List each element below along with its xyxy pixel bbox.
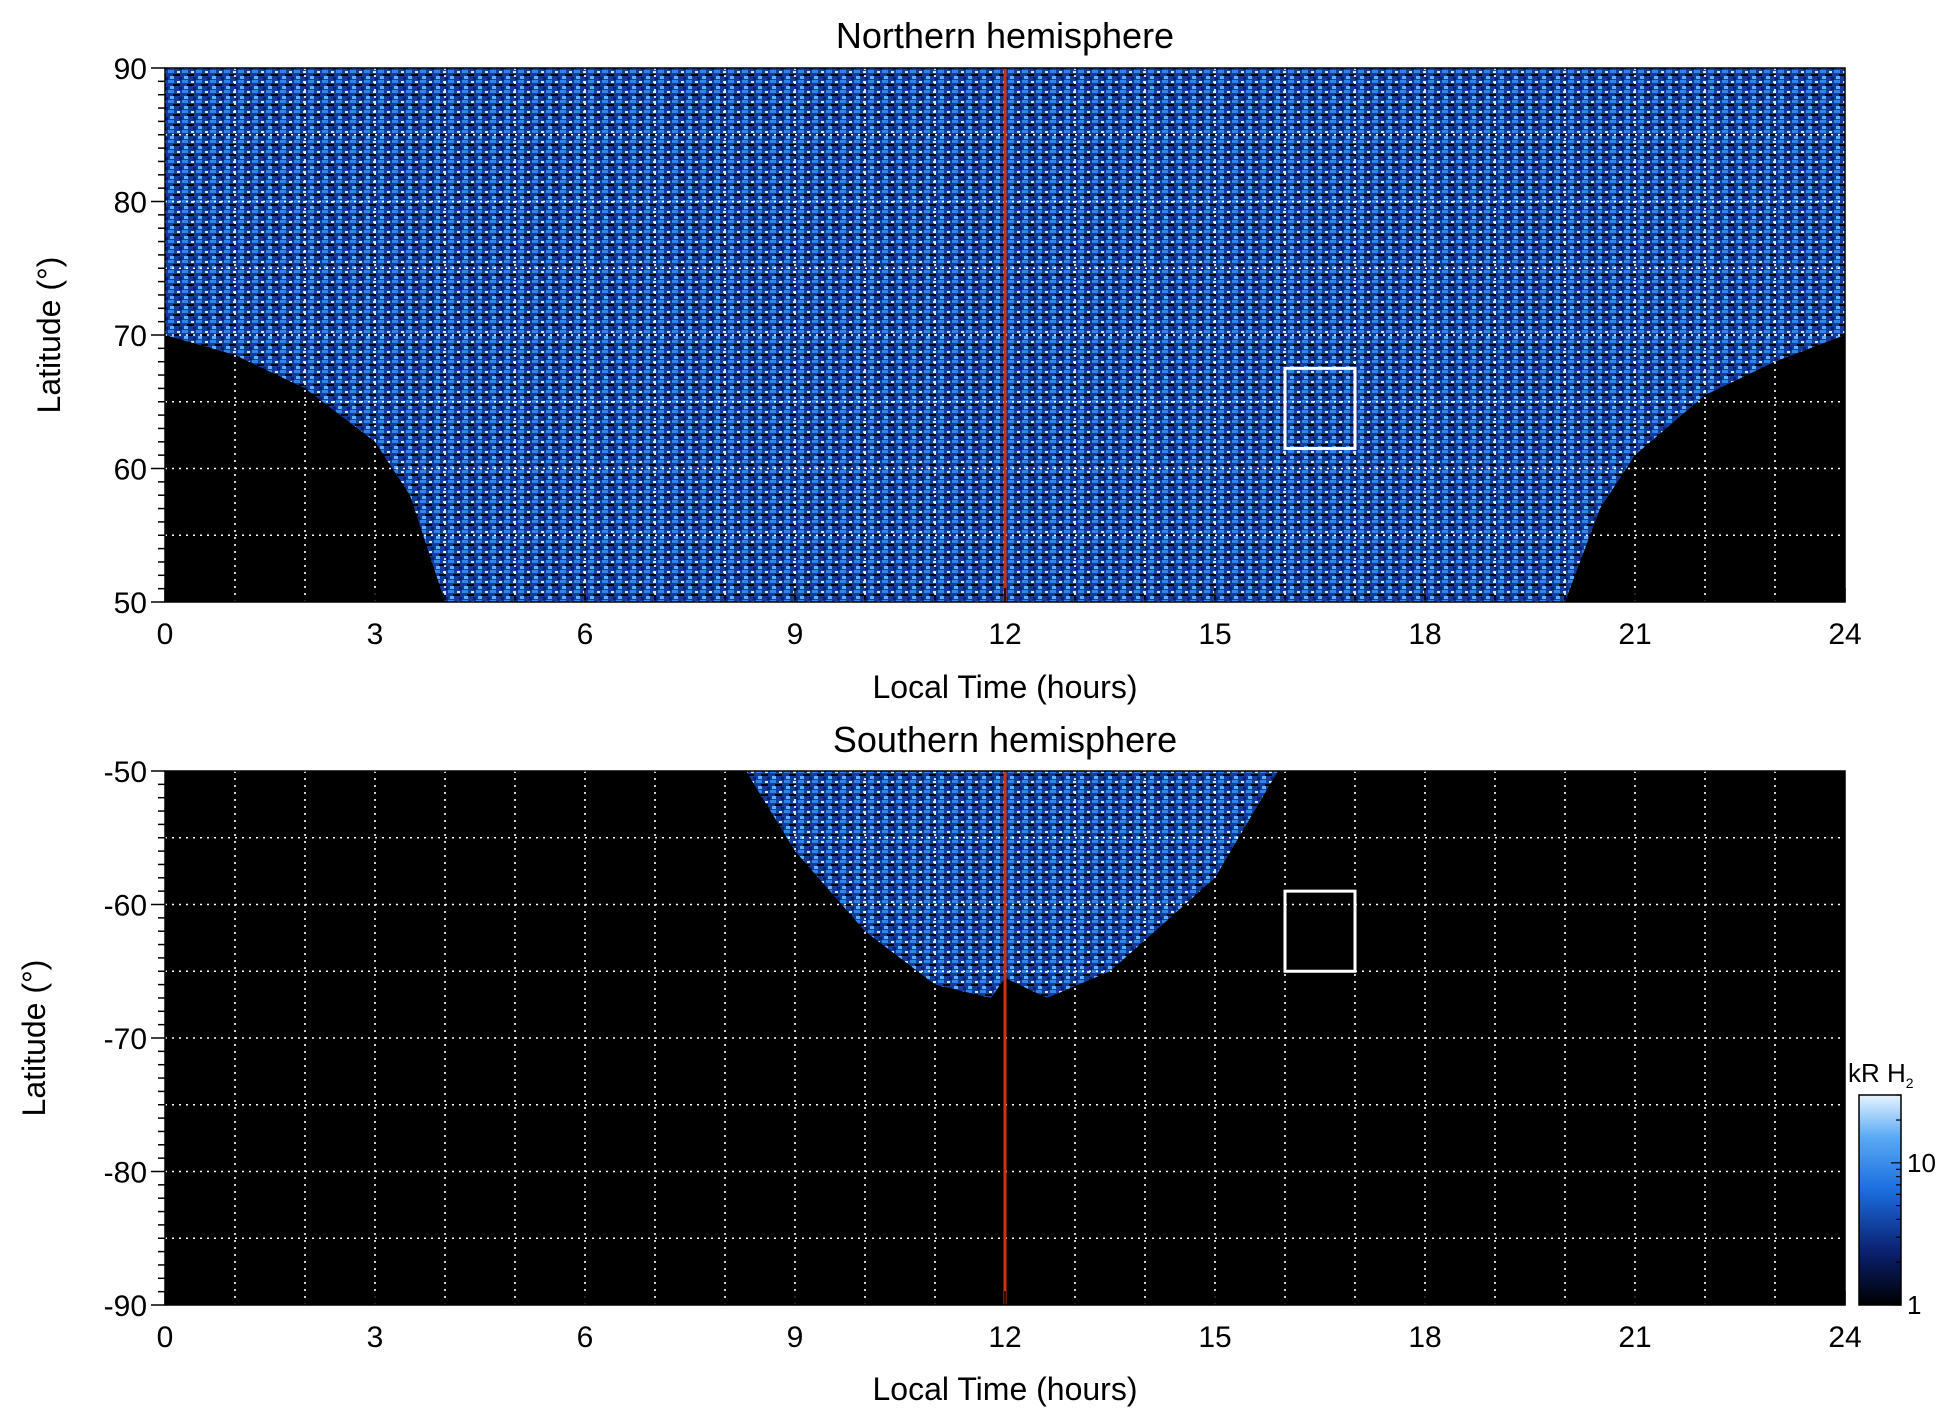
colorbar-label: kR H2 bbox=[1848, 1058, 1914, 1091]
y-axis-label: Latitude (°) bbox=[31, 257, 67, 414]
x-tick-label: 24 bbox=[1828, 618, 1861, 651]
y-tick-label: -60 bbox=[104, 890, 147, 923]
y-axis-label: Latitude (°) bbox=[16, 960, 52, 1117]
panel-title: Northern hemisphere bbox=[836, 15, 1174, 56]
x-tick-label: 18 bbox=[1408, 1321, 1441, 1354]
panel-title: Southern hemisphere bbox=[833, 719, 1177, 760]
colorbar-label-sub: 2 bbox=[1906, 1075, 1914, 1091]
x-tick-label: 9 bbox=[787, 1321, 804, 1354]
y-tick-label: 60 bbox=[114, 454, 147, 487]
panel-north: Northern hemisphere 0 3 6 9 12 15 18 21 24 50 60 7… bbox=[31, 15, 1862, 705]
y-tick-label: -50 bbox=[104, 756, 147, 789]
x-axis-label: Local Time (hours) bbox=[873, 1371, 1138, 1407]
colorbar-label-main: kR H bbox=[1848, 1058, 1906, 1088]
colorbar: kR H2 1 10 bbox=[1848, 1058, 1936, 1320]
x-tick-label: 6 bbox=[577, 618, 594, 651]
x-tick-label: 21 bbox=[1618, 618, 1651, 651]
x-tick-label: 15 bbox=[1198, 1321, 1231, 1354]
x-tick-label: 0 bbox=[157, 1321, 174, 1354]
highlight-box bbox=[1283, 366, 1357, 450]
highlight-box bbox=[1283, 889, 1357, 973]
panel-south: Southern hemisphere 0 3 6 9 12 15 18 21 24 -50 -6… bbox=[16, 719, 1862, 1407]
colorbar-ticks: 1 10 bbox=[1891, 1094, 1936, 1320]
y-tick-label: -90 bbox=[104, 1290, 147, 1323]
y-tick-label: 70 bbox=[114, 320, 147, 353]
y-tick-label: -80 bbox=[104, 1157, 147, 1190]
colorbar-gradient bbox=[1858, 1094, 1902, 1306]
y-axis: -50 -60 -70 -80 -90 bbox=[104, 756, 165, 1323]
colorbar-tick-label: 10 bbox=[1907, 1148, 1936, 1178]
x-tick-label: 24 bbox=[1828, 1321, 1861, 1354]
x-axis: 0 3 6 9 12 15 18 21 24 bbox=[157, 1291, 1862, 1354]
x-axis-label: Local Time (hours) bbox=[873, 669, 1138, 705]
y-tick-label: 90 bbox=[114, 53, 147, 86]
y-tick-label: 80 bbox=[114, 187, 147, 220]
x-tick-label: 18 bbox=[1408, 618, 1441, 651]
x-tick-label: 12 bbox=[988, 618, 1021, 651]
x-axis: 0 3 6 9 12 15 18 21 24 bbox=[157, 588, 1862, 651]
colorbar-tick-label: 1 bbox=[1907, 1290, 1921, 1320]
y-tick-label: -70 bbox=[104, 1023, 147, 1056]
x-tick-label: 15 bbox=[1198, 618, 1231, 651]
y-tick-label: 50 bbox=[114, 587, 147, 620]
x-tick-label: 3 bbox=[367, 618, 384, 651]
x-tick-label: 9 bbox=[787, 618, 804, 651]
x-tick-label: 12 bbox=[988, 1321, 1021, 1354]
x-tick-label: 6 bbox=[577, 1321, 594, 1354]
x-tick-label: 0 bbox=[157, 618, 174, 651]
x-tick-label: 3 bbox=[367, 1321, 384, 1354]
x-tick-label: 21 bbox=[1618, 1321, 1651, 1354]
y-axis: 50 60 70 80 90 bbox=[114, 53, 165, 620]
